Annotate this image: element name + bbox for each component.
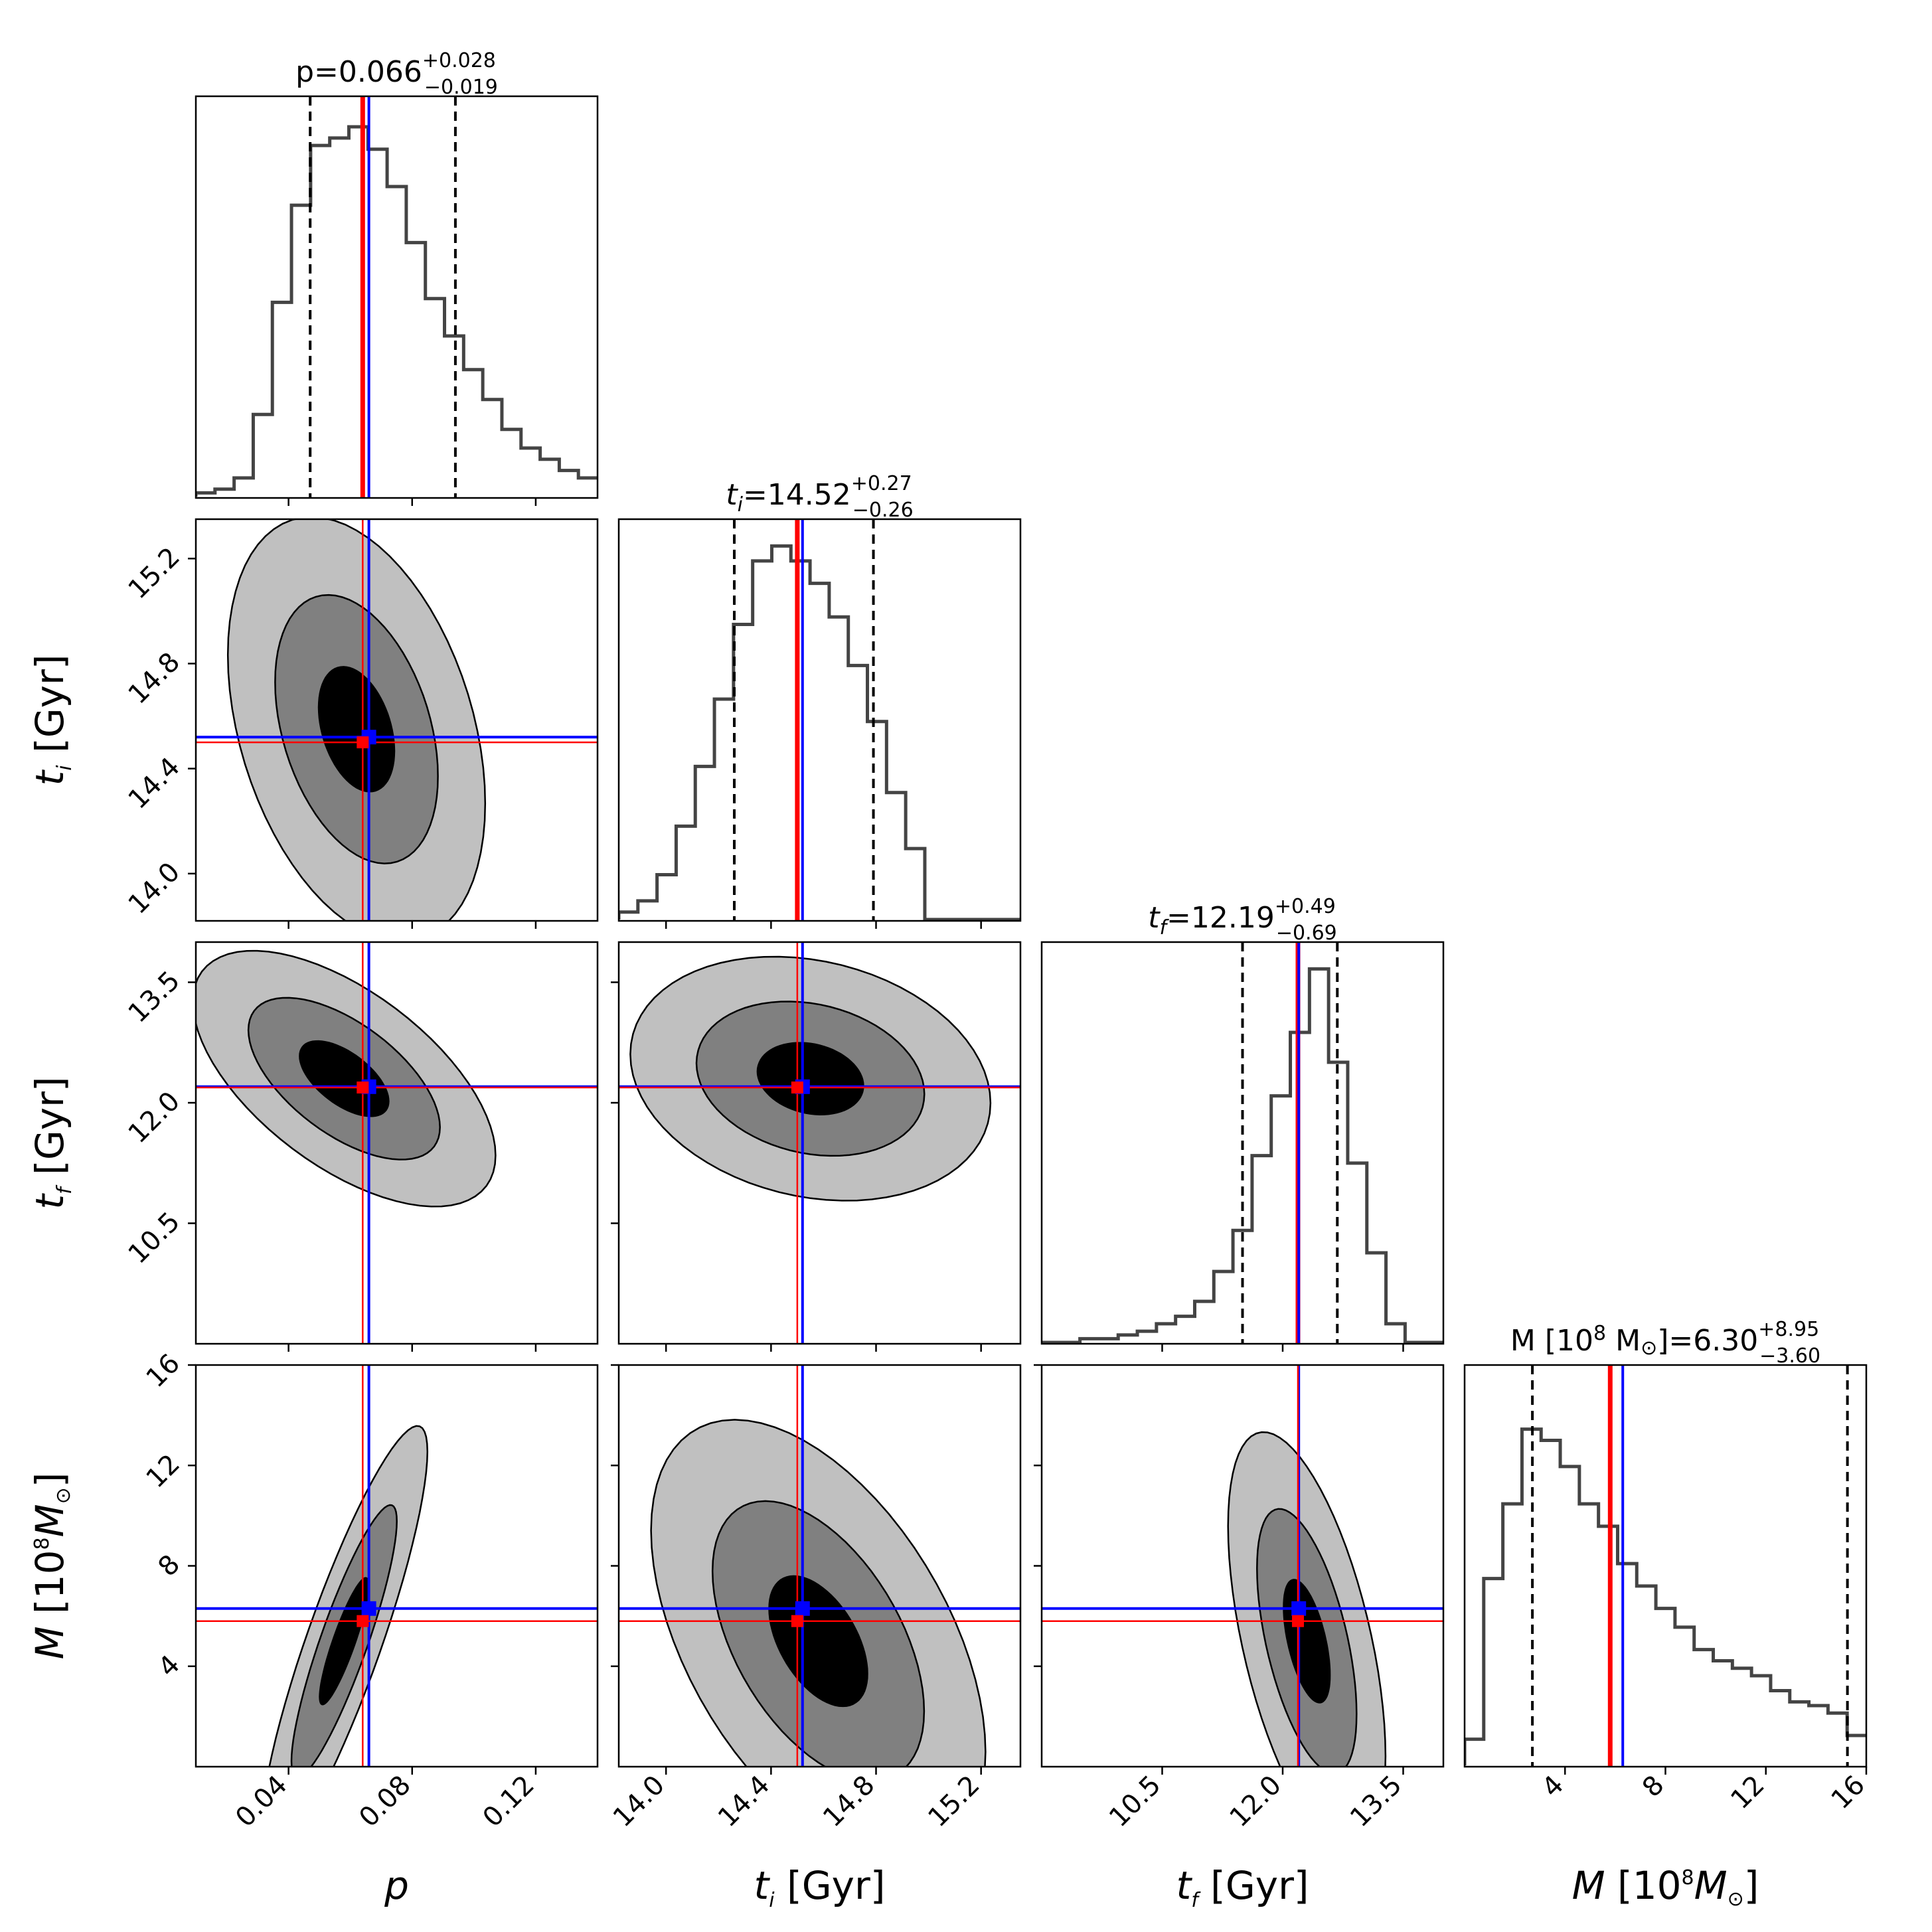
histogram-panel-t_i bbox=[617, 518, 1022, 929]
truth-marker-p-M bbox=[357, 1615, 369, 1627]
y-tick-label-M-2: 12 bbox=[141, 1449, 187, 1494]
y-axis-label-t_i: ti [Gyr] bbox=[27, 655, 76, 786]
histogram-panel-t_f bbox=[1040, 941, 1445, 1352]
x-tick-label-p-2: 0.12 bbox=[477, 1770, 540, 1834]
histogram-steps-t_i bbox=[619, 544, 1020, 921]
y-tick-label-t_i-2: 14.8 bbox=[123, 647, 187, 710]
histogram-panel-M bbox=[1463, 1364, 1868, 1775]
histogram-panel-p bbox=[195, 95, 599, 506]
contour-inner-t_i-t_f bbox=[756, 1042, 864, 1115]
contour-panel-p-t_i bbox=[188, 518, 599, 929]
estimate-marker-p-M bbox=[361, 1601, 376, 1616]
truth-marker-p-t_i bbox=[357, 736, 369, 749]
x-axis-label-p: p bbox=[384, 1863, 409, 1908]
panel-frame-t_f bbox=[1040, 941, 1445, 1345]
y-axis-label-t_f: tf [Gyr] bbox=[27, 1076, 76, 1209]
y-tick-label-M-0: 4 bbox=[153, 1649, 187, 1683]
x-tick-label-p-1: 0.08 bbox=[353, 1770, 417, 1834]
panel-frame-p-t_f bbox=[195, 941, 599, 1345]
truth-marker-t_i-t_f bbox=[791, 1082, 803, 1094]
truth-marker-t_i-M bbox=[791, 1615, 803, 1627]
x-tick-label-p-0: 0.04 bbox=[230, 1770, 293, 1834]
panel-frame-t_i-t_f bbox=[617, 941, 1022, 1345]
x-tick-label-M-3: 16 bbox=[1826, 1770, 1872, 1816]
contour-panel-t_f-M bbox=[1034, 1364, 1445, 1775]
panel-title-t_i: ti=14.52+0.27 −0.26 bbox=[726, 472, 913, 522]
contour-inner-p-t_i bbox=[317, 666, 396, 793]
y-tick-label-t_f-0: 10.5 bbox=[123, 1206, 187, 1270]
y-tick-label-M-1: 8 bbox=[153, 1549, 187, 1583]
contour-inner-p-t_f bbox=[299, 1040, 390, 1117]
y-tick-label-t_f-2: 13.5 bbox=[123, 965, 187, 1029]
x-tick-label-t_f-1: 12.0 bbox=[1224, 1770, 1288, 1834]
panels-layer bbox=[188, 95, 1868, 1775]
panel-frame-M bbox=[1463, 1364, 1868, 1768]
panel-frame-p bbox=[195, 95, 599, 499]
truth-marker-p-t_f bbox=[357, 1082, 369, 1094]
x-tick-label-M-0: 4 bbox=[1536, 1770, 1570, 1804]
x-tick-label-M-2: 12 bbox=[1725, 1770, 1771, 1816]
estimate-marker-t_i-M bbox=[795, 1601, 810, 1616]
x-tick-label-M-1: 8 bbox=[1637, 1770, 1670, 1804]
panel-frame-p-t_i bbox=[195, 518, 599, 922]
histogram-steps-M bbox=[1465, 1427, 1866, 1765]
contour-panel-p-M bbox=[188, 1364, 599, 1775]
contour-panel-t_i-t_f bbox=[611, 941, 1022, 1352]
y-tick-label-t_i-1: 14.4 bbox=[123, 752, 187, 815]
estimate-marker-t_f-M bbox=[1291, 1601, 1307, 1616]
contour-panel-t_i-M bbox=[611, 1364, 1022, 1775]
x-axis-label-t_i: ti [Gyr] bbox=[754, 1863, 886, 1912]
panel-title-p: p=0.066+0.028 −0.019 bbox=[295, 49, 498, 99]
y-tick-label-t_i-0: 14.0 bbox=[123, 856, 187, 920]
x-tick-label-t_i-0: 14.0 bbox=[607, 1770, 671, 1834]
panel-frame-t_i bbox=[617, 518, 1022, 922]
y-tick-label-t_i-3: 15.2 bbox=[123, 542, 187, 605]
x-tick-label-t_f-0: 10.5 bbox=[1103, 1770, 1167, 1834]
x-tick-label-t_f-2: 13.5 bbox=[1344, 1770, 1408, 1834]
x-tick-label-t_i-2: 14.8 bbox=[817, 1770, 881, 1834]
truth-marker-t_f-M bbox=[1291, 1615, 1304, 1627]
panel-title-t_f: tf=12.19+0.49 −0.69 bbox=[1148, 895, 1337, 945]
y-tick-label-t_f-1: 12.0 bbox=[123, 1086, 187, 1150]
x-tick-label-t_i-1: 14.4 bbox=[712, 1770, 776, 1834]
histogram-steps-t_f bbox=[1042, 967, 1443, 1344]
panel-title-M: M [108 M⊙]=6.30+8.95 −3.60 bbox=[1510, 1318, 1820, 1368]
y-axis-label-M: M [108M⊙] bbox=[27, 1473, 75, 1660]
x-axis-label-t_f: tf [Gyr] bbox=[1176, 1863, 1309, 1912]
x-axis-label-M: M [108M⊙] bbox=[1572, 1863, 1759, 1911]
y-tick-label-M-3: 16 bbox=[141, 1348, 187, 1394]
x-tick-label-t_i-3: 15.2 bbox=[922, 1770, 986, 1834]
contour-panel-p-t_f bbox=[188, 941, 599, 1352]
histogram-steps-p bbox=[196, 125, 598, 497]
